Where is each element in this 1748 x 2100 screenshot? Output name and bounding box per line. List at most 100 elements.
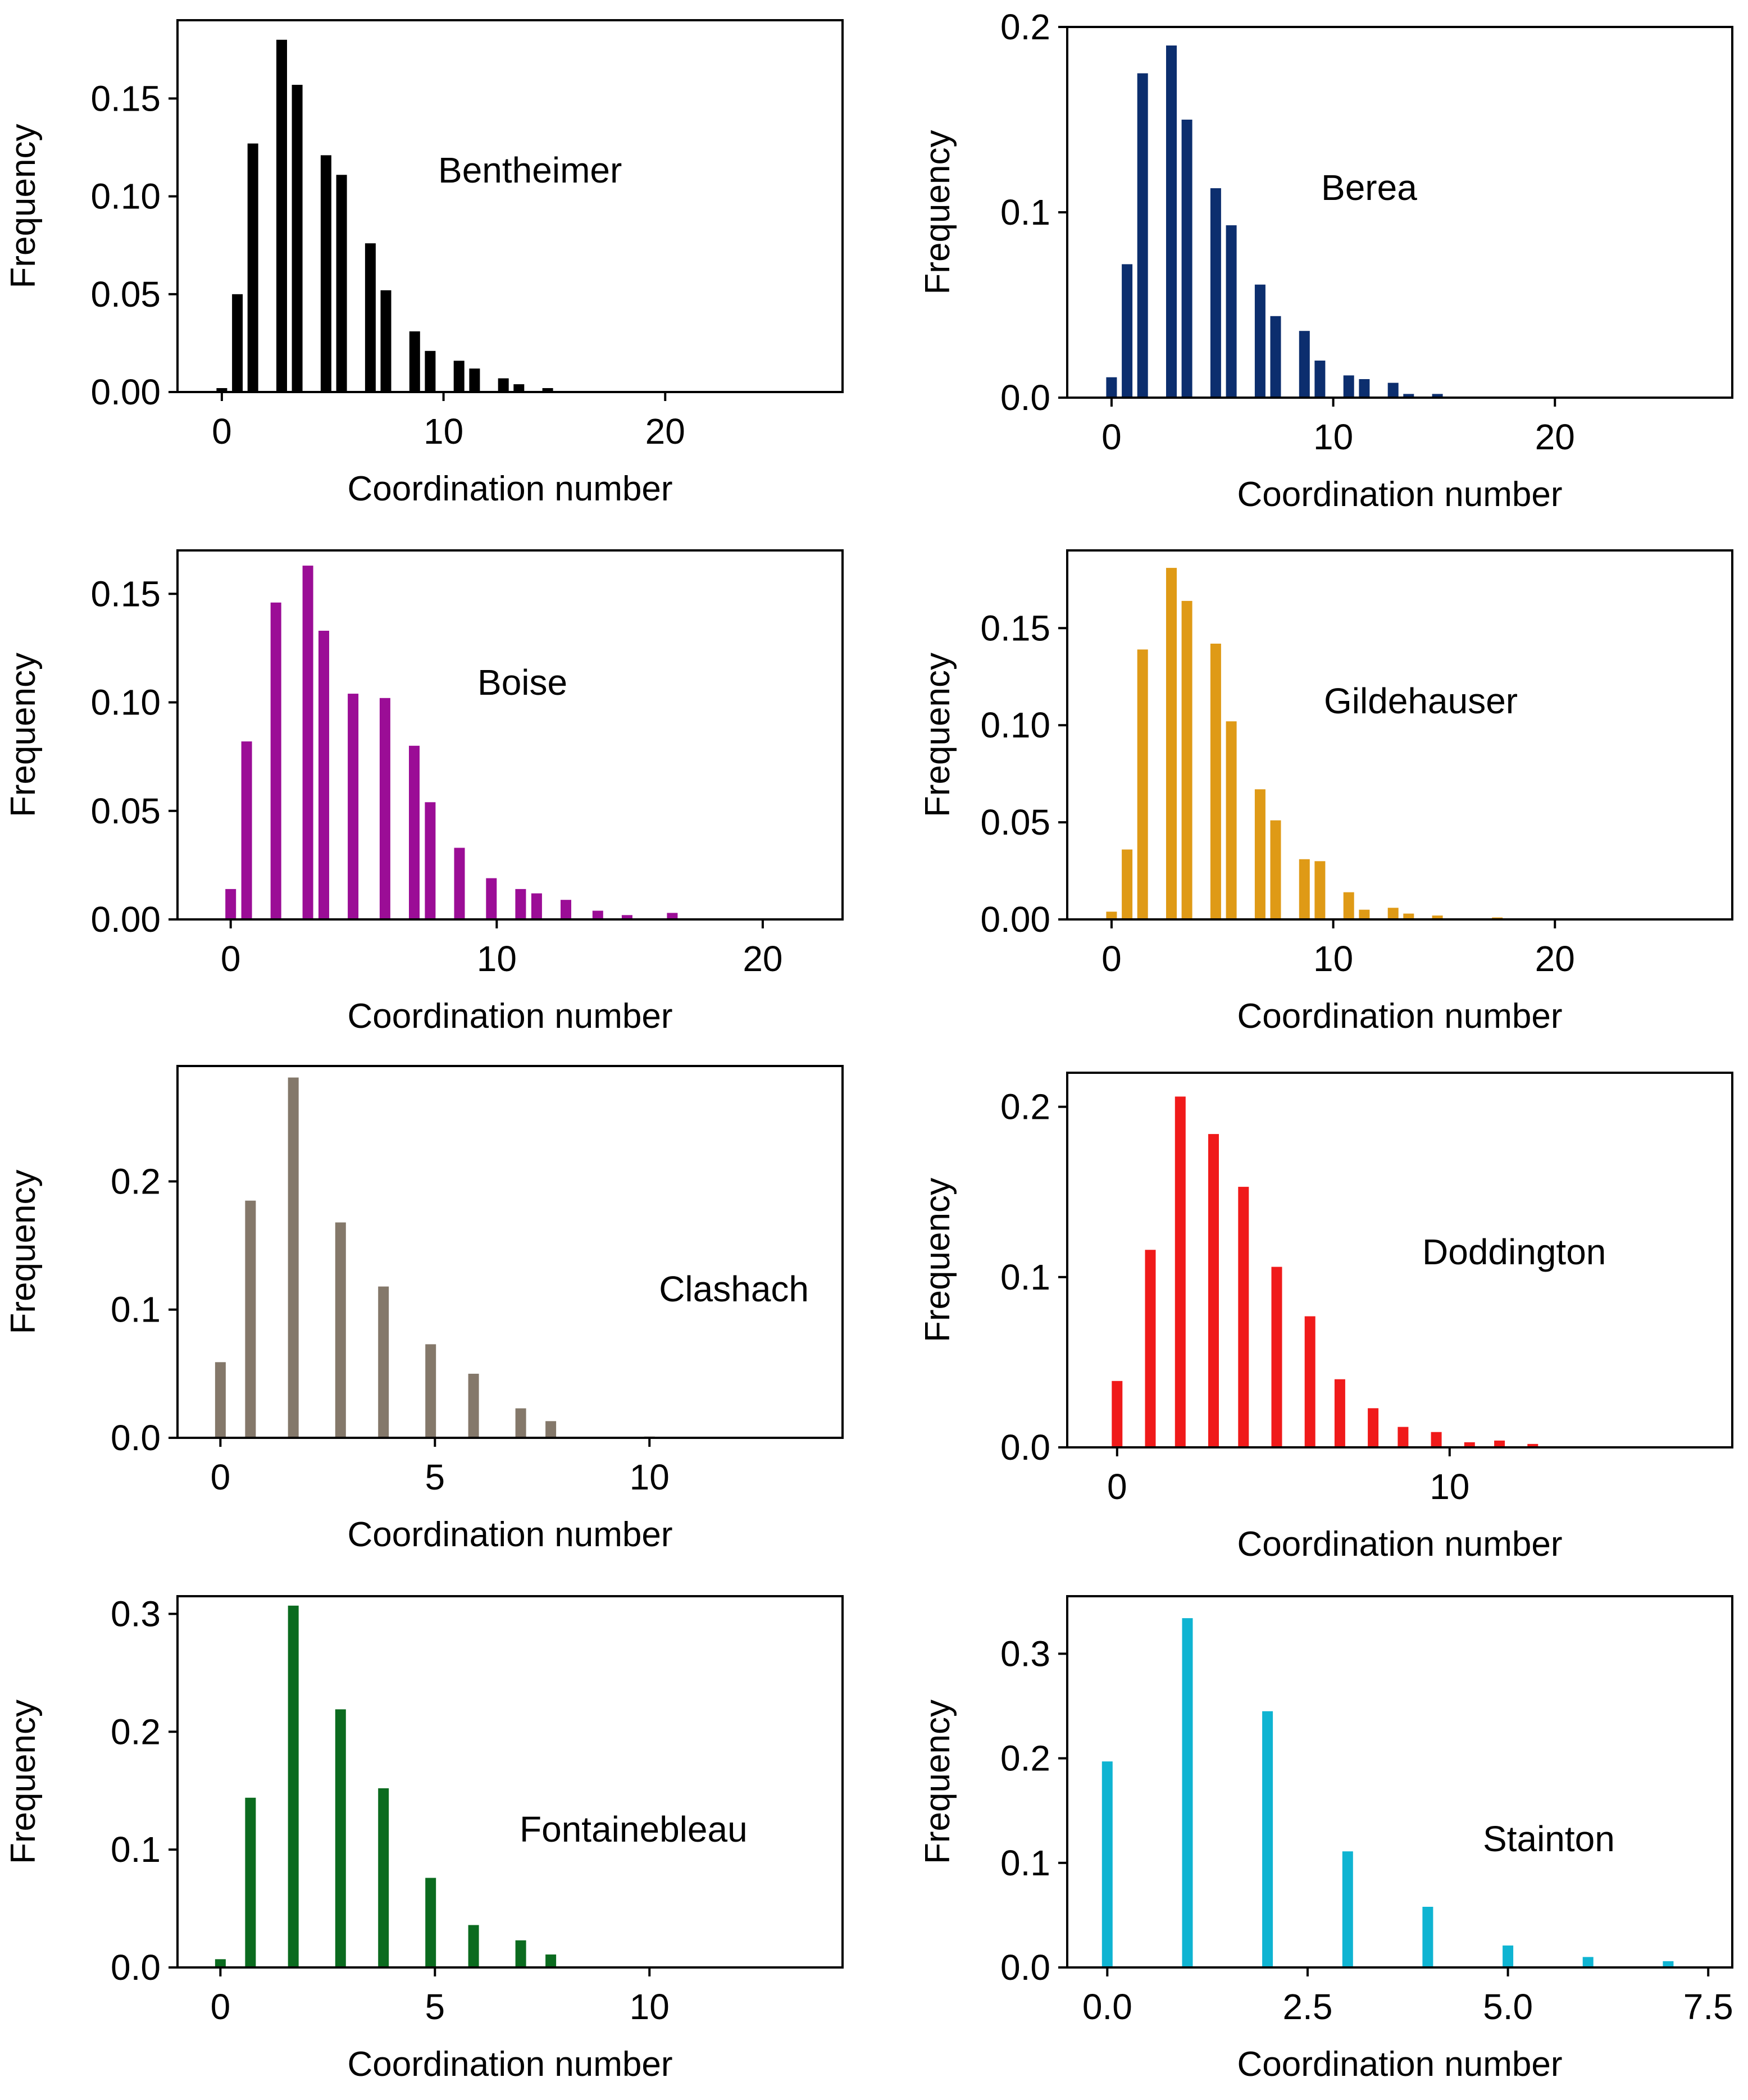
bar: [245, 1200, 256, 1438]
x-tick-label: 10: [1313, 417, 1353, 457]
bar: [1398, 1427, 1409, 1447]
bar: [1359, 909, 1370, 919]
bar: [1181, 120, 1192, 398]
y-axis-label: Frequency: [918, 653, 957, 817]
bar: [1122, 264, 1133, 398]
x-tick-label: 0: [1101, 417, 1122, 457]
bar: [318, 631, 329, 919]
bar: [335, 1709, 346, 1967]
bar: [1464, 1442, 1475, 1447]
bar: [241, 741, 252, 919]
bar: [215, 1959, 226, 1967]
bar: [1359, 379, 1370, 398]
bar: [468, 1373, 479, 1438]
sample-label: Bentheimer: [438, 150, 622, 190]
y-tick-label: 0.05: [90, 791, 161, 831]
bar: [1137, 73, 1148, 398]
bar: [215, 1362, 226, 1438]
panel-boise: 0 10 20 0.00 0.05 0.10 0.15 Coordination number…: [4, 549, 844, 1036]
bar: [425, 1344, 436, 1438]
bar: [1314, 861, 1326, 919]
y-tick-label: 0.3: [1000, 1633, 1050, 1674]
bar: [1342, 1851, 1353, 1967]
bar: [1101, 1761, 1113, 1967]
x-tick-label: 5.0: [1483, 1987, 1533, 2027]
bar: [288, 1077, 299, 1438]
y-tick-label: 0.00: [980, 899, 1050, 940]
y-tick-label: 0.00: [90, 899, 161, 940]
bar: [621, 915, 632, 919]
y-tick-label: 0.10: [90, 176, 161, 217]
y-tick-label: 0.3: [111, 1593, 161, 1634]
bar: [1387, 908, 1399, 919]
bar: [1262, 1711, 1273, 1967]
bar: [561, 900, 571, 919]
y-tick-label: 0.2: [111, 1711, 161, 1752]
bar: [1226, 721, 1237, 919]
panel-clashach: 0 5 10 0.0 0.1 0.2 Coordination number Frequenc…: [4, 1065, 844, 1554]
y-axis-label: Frequency: [4, 124, 43, 289]
sample-label: Boise: [477, 662, 567, 703]
bar: [409, 745, 420, 919]
y-tick-label: 0.15: [90, 78, 161, 119]
bar: [1181, 600, 1192, 919]
bar: [1527, 1443, 1538, 1447]
panel-fontainebleau: 0 5 10 0.0 0.1 0.2 0.3 Coordination number Frequ…: [4, 1593, 844, 2084]
bar: [292, 85, 303, 392]
bar: [276, 39, 287, 393]
bar: [378, 1788, 389, 1967]
y-tick-label: 0.00: [90, 372, 161, 412]
y-tick-label: 0.0: [1000, 1947, 1050, 1988]
bar: [1334, 1379, 1345, 1447]
bar: [336, 175, 347, 392]
bar: [468, 1925, 479, 1967]
axes-frame: [176, 19, 844, 393]
panel-gildehauser: 0 10 20 0.00 0.05 0.10 0.15 Coordination number…: [918, 549, 1733, 1036]
x-tick-label: 10: [630, 1987, 670, 2027]
bar: [486, 878, 497, 919]
bar: [542, 388, 553, 392]
y-tick-label: 0.2: [1000, 1087, 1050, 1127]
bar: [1271, 1267, 1282, 1447]
bar: [335, 1222, 346, 1438]
y-tick-label: 0.05: [980, 802, 1050, 842]
y-axis-label: Frequency: [918, 1700, 957, 1864]
panel-bentheimer: 0 10 20 0.00 0.05 0.10 0.15 Coordination number…: [4, 19, 844, 508]
bar: [1226, 225, 1237, 398]
x-tick-label: 5: [425, 1987, 445, 2027]
x-tick-label: 0: [211, 1987, 231, 2027]
bar: [1122, 849, 1133, 919]
bar: [454, 848, 465, 919]
bar: [531, 893, 542, 919]
bar: [425, 350, 436, 392]
bar: [1208, 1134, 1219, 1447]
y-tick-label: 0.05: [90, 274, 161, 315]
bar: [515, 1408, 526, 1438]
x-tick-label: 5: [425, 1457, 445, 1497]
x-axis-label: Coordination number: [1237, 475, 1562, 514]
x-tick-label: 20: [645, 411, 685, 452]
axes-frame: [1066, 549, 1733, 921]
panel-berea: 0 10 20 0.0 0.1 0.2 Coordination number Frequen…: [918, 7, 1733, 514]
y-tick-label: 0.1: [111, 1290, 161, 1330]
bar: [270, 602, 281, 919]
bar: [232, 294, 243, 392]
bar: [1112, 1381, 1123, 1447]
bar: [1304, 1316, 1315, 1447]
bar: [1432, 915, 1443, 919]
x-axis-label: Coordination number: [1237, 1525, 1562, 1564]
x-tick-label: 20: [743, 939, 782, 979]
axes-frame: [176, 1065, 844, 1439]
y-axis-label: Frequency: [4, 1700, 43, 1864]
bar: [1166, 568, 1177, 919]
bar: [425, 1878, 436, 1967]
bar: [545, 1421, 557, 1438]
x-tick-label: 0: [1101, 939, 1122, 979]
panel-doddington: 0 10 0.0 0.1 0.2 Coordination number Frequency…: [918, 1072, 1733, 1564]
bar: [1254, 284, 1266, 398]
sample-label: Fontainebleau: [520, 1809, 748, 1850]
x-tick-label: 0: [1107, 1466, 1127, 1507]
bar: [216, 388, 227, 392]
bar: [1182, 1618, 1193, 1967]
